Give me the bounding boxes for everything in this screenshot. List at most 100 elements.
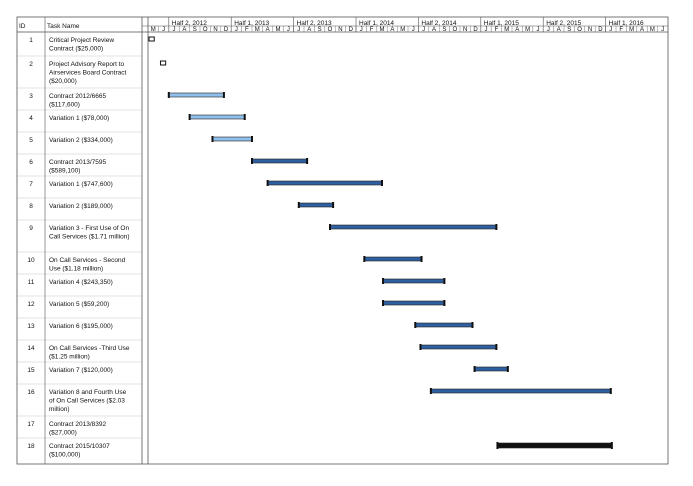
bar-start-cap <box>251 158 253 164</box>
task-name: Contract 2013/8392 <box>49 421 106 428</box>
month-tick-label: J <box>412 27 415 33</box>
month-tick-label: D <box>224 27 229 33</box>
task-bar <box>382 278 445 284</box>
month-tick-label: S <box>318 27 322 33</box>
task-bar <box>430 388 612 394</box>
milestone-marker <box>148 36 155 42</box>
task-id: 7 <box>29 181 33 188</box>
task-id: 12 <box>27 301 35 308</box>
task-name: Variation 8 and Fourth Use <box>49 389 127 396</box>
bar-end-cap <box>610 442 613 449</box>
half-year-header: Half 1, 2015 <box>484 20 519 27</box>
task-id: 18 <box>27 443 35 450</box>
task-name: Use ($1.18 million) <box>49 266 103 273</box>
task-name: Variation 7 ($120,000) <box>49 367 113 374</box>
task-bar <box>382 300 445 306</box>
task-name: Variation 2 ($334,000) <box>49 137 113 144</box>
month-tick-label: F <box>370 27 374 33</box>
bar-start-cap <box>419 344 422 350</box>
task-name: Contract 2015/10307 <box>49 443 110 450</box>
half-year-header: Half 1, 2016 <box>609 20 644 27</box>
month-tick-label: A <box>640 27 644 33</box>
month-tick-label: M <box>525 27 530 33</box>
month-tick-label: J <box>162 27 165 33</box>
task-id: 8 <box>29 203 33 210</box>
task-bar <box>189 114 246 120</box>
task-id: 13 <box>27 323 35 330</box>
month-tick-label: N <box>213 27 217 33</box>
month-tick-label: J <box>360 27 363 33</box>
task-name: ($1.25 million) <box>49 354 90 361</box>
month-tick-label: N <box>463 27 467 33</box>
bar-start-cap <box>363 256 366 262</box>
task-name: ($100,000) <box>49 452 80 459</box>
task-name: Variation 5 ($59,200) <box>49 301 109 308</box>
task-name: Variation 4 ($243,350) <box>49 279 113 286</box>
month-tick-label: J <box>173 27 176 33</box>
bar-end-cap <box>471 322 474 328</box>
month-tick-label: M <box>504 27 509 33</box>
task-id: 17 <box>27 421 35 428</box>
bar-end-cap <box>495 224 498 230</box>
bar-start-cap <box>329 224 331 230</box>
task-name: Project Advisory Report to <box>49 61 125 68</box>
bar-start-cap <box>297 202 300 208</box>
month-tick-label: F <box>619 27 623 33</box>
bar-end-cap <box>381 180 383 186</box>
month-tick-label: J <box>235 27 238 33</box>
task-bar <box>298 202 334 208</box>
month-tick-label: O <box>328 27 333 33</box>
task-name: Airservices Board Contract <box>49 70 126 77</box>
task-name: million) <box>49 406 70 413</box>
month-tick-label: M <box>276 27 281 33</box>
month-tick-label: A <box>266 27 270 33</box>
task-bar <box>168 92 225 98</box>
month-tick-label: D <box>598 27 603 33</box>
month-tick-label: M <box>629 27 634 33</box>
task-id: 16 <box>27 389 35 396</box>
task-name: of On Call Services ($2.03 <box>49 398 125 405</box>
month-tick-label: J <box>297 27 300 33</box>
task-bar <box>420 344 497 350</box>
chart-frame <box>16 16 669 465</box>
task-name: On Call Services - Second <box>49 257 126 264</box>
month-tick-label: A <box>515 27 519 33</box>
month-tick-label: F <box>495 27 499 33</box>
month-tick-label: J <box>537 27 540 33</box>
task-name: Contract 2013/7595 <box>49 159 106 166</box>
task-name: ($20,000) <box>49 78 77 85</box>
month-tick-label: S <box>193 27 197 33</box>
task-bar <box>414 322 473 328</box>
half-year-header: Half 2, 2013 <box>297 20 332 27</box>
half-year-header: Half 2, 2015 <box>546 20 581 27</box>
month-tick-label: O <box>452 27 457 33</box>
month-tick-label: D <box>473 27 478 33</box>
bar-end-cap <box>251 136 253 142</box>
task-id: 15 <box>27 367 35 374</box>
task-name: Contract 2012/6665 <box>49 93 106 100</box>
month-tick-label: O <box>203 27 208 33</box>
month-tick-label: J <box>287 27 290 33</box>
month-tick-label: M <box>151 27 156 33</box>
task-bar <box>212 136 253 142</box>
task-id: 5 <box>29 137 33 144</box>
bar-end-cap <box>443 300 446 306</box>
month-tick-label: F <box>245 27 249 33</box>
half-year-header: Half 2, 2014 <box>421 20 456 27</box>
month-tick-label: J <box>609 27 612 33</box>
bar-start-cap <box>496 442 499 449</box>
id-column-header: ID <box>19 23 26 30</box>
month-tick-label: S <box>567 27 571 33</box>
task-id: 14 <box>27 345 35 352</box>
task-name: Variation 2 ($189,000) <box>49 203 113 210</box>
task-id: 6 <box>29 159 33 166</box>
task-name: Contract ($25,000) <box>49 46 103 53</box>
month-tick-label: J <box>422 27 425 33</box>
bar-start-cap <box>414 322 417 328</box>
milestone-marker <box>159 60 167 66</box>
half-year-header: Half 1, 2014 <box>359 20 394 27</box>
bar-end-cap <box>243 114 246 120</box>
task-id: 11 <box>28 279 35 286</box>
month-tick-label: O <box>577 27 582 33</box>
